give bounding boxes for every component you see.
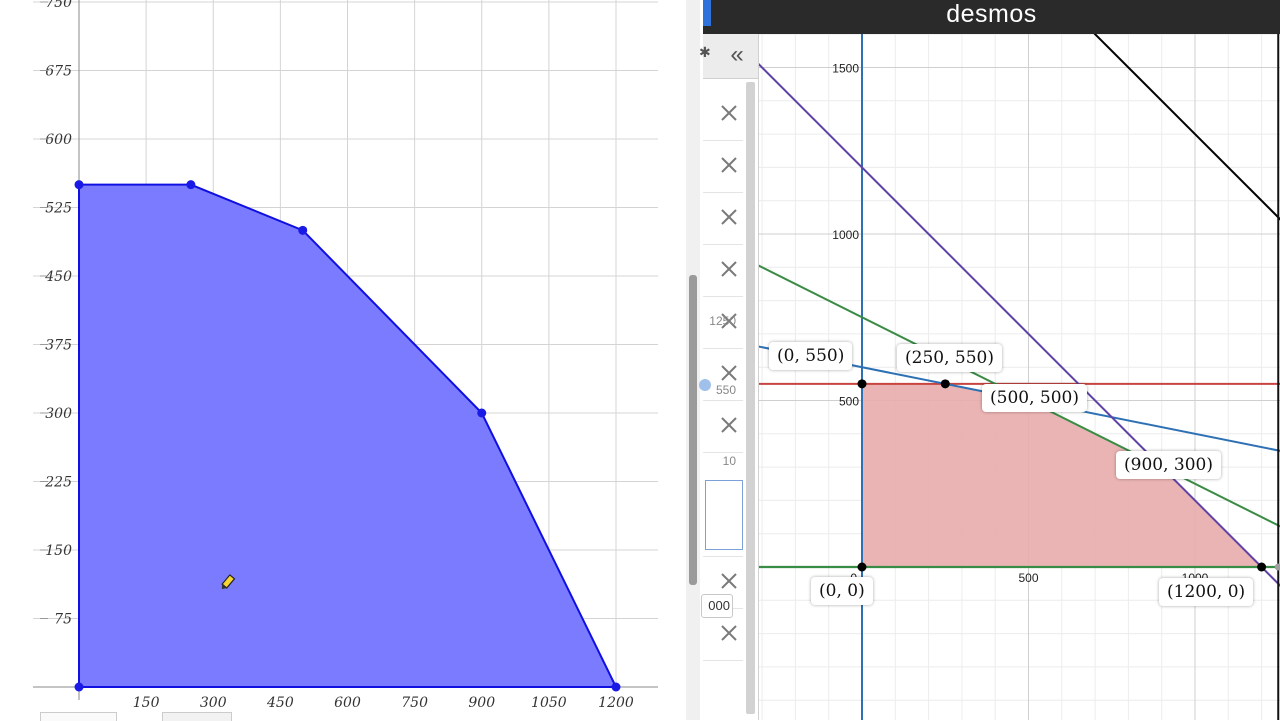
expression-row[interactable]	[703, 246, 743, 297]
major-grid	[759, 34, 1280, 720]
vertex-point	[940, 379, 950, 389]
expression-value: 10	[722, 454, 736, 468]
y-tick-label: 600	[45, 132, 72, 148]
graph-canvas[interactable]: 5001000150005001000 (0, 550)(250, 550)(5…	[759, 34, 1280, 720]
delete-expression-icon[interactable]	[718, 570, 740, 592]
desmos-window: desmos ✱ « 12505501010 000 5001000150005…	[699, 0, 1280, 720]
point-label[interactable]: (250, 550)	[897, 344, 1002, 372]
y-tick-label: 225	[44, 475, 72, 491]
y-tick-label: 675	[45, 64, 72, 80]
expression-row[interactable]	[703, 350, 743, 401]
left-plot-window: 75 150 225 300 375 450 525 600 675 750 150 300 450 60…	[33, 0, 700, 721]
expression-row[interactable]	[703, 194, 743, 245]
y-tick-label: 525	[45, 201, 72, 217]
desmos-logo: desmos	[946, 0, 1037, 28]
delete-expression-icon[interactable]	[718, 206, 740, 228]
constraint-line-purple	[759, 62, 1280, 587]
feasible-region-chart: 75 150 225 300 375 450 525 600 675 750 150 300 450 60…	[33, 0, 658, 711]
bottom-tab[interactable]	[40, 712, 117, 721]
y-axis-tick-label: 1000	[832, 228, 859, 242]
expression-value: 1250	[709, 314, 736, 328]
x-tick-label: 600	[334, 695, 361, 711]
vertex-point	[1257, 562, 1267, 572]
expression-toolbar: ✱ «	[699, 34, 758, 79]
collapse-panel-icon[interactable]: «	[730, 41, 744, 68]
feasible-region	[862, 383, 1262, 567]
delete-expression-icon[interactable]	[718, 102, 740, 124]
pencil-cursor-icon	[221, 574, 236, 590]
point-label[interactable]: (900, 300)	[1116, 451, 1221, 479]
y-tick-label: 375	[45, 338, 72, 354]
gear-icon[interactable]: ✱	[699, 44, 711, 60]
vertex-point	[477, 408, 487, 418]
expression-value: 550	[715, 383, 736, 397]
expression-list: ✱ « 12505501010 000	[699, 34, 759, 720]
expression-row[interactable]	[703, 90, 743, 141]
scrollbar-thumb[interactable]	[689, 275, 697, 585]
y-tick-label: 300	[45, 406, 72, 422]
vertex-point	[74, 180, 84, 190]
x-tick-label: 1200	[598, 695, 634, 711]
vertex-point	[857, 562, 867, 572]
selected-expression[interactable]	[705, 480, 743, 550]
point-label[interactable]: (500, 500)	[982, 384, 1087, 412]
x-tick-label: 900	[468, 695, 495, 711]
point-label[interactable]: (0, 0)	[811, 577, 873, 605]
vertex-point	[186, 180, 196, 190]
y-tick-label: 750	[45, 0, 72, 11]
y-tick-label: 150	[45, 543, 72, 559]
y-tick-label: 450	[44, 269, 72, 285]
constraint-line-green	[759, 264, 1280, 528]
header-menu-button[interactable]	[703, 0, 711, 26]
left-scrollbar[interactable]	[686, 0, 700, 720]
delete-expression-icon[interactable]	[718, 154, 740, 176]
delete-expression-icon[interactable]	[718, 362, 740, 384]
delete-expression-icon[interactable]	[718, 414, 740, 436]
bottom-tab[interactable]	[162, 712, 232, 721]
delete-expression-icon[interactable]	[718, 310, 740, 332]
point-label[interactable]: (1200, 0)	[1159, 578, 1254, 606]
vertex-point	[298, 225, 308, 235]
delete-expression-icon[interactable]	[718, 622, 740, 644]
expression-row[interactable]	[703, 298, 743, 349]
expression-row[interactable]	[703, 610, 743, 661]
x-tick-label: 450	[266, 695, 294, 711]
slider-handle[interactable]	[699, 379, 711, 391]
point-label[interactable]: (0, 550)	[769, 342, 853, 370]
expression-input[interactable]: 000	[701, 594, 733, 618]
vertex-point	[74, 682, 84, 692]
vertex-point	[611, 682, 621, 692]
minor-grid	[759, 34, 1280, 720]
x-tick-label: 1050	[531, 695, 567, 711]
desmos-header: desmos	[703, 0, 1280, 34]
vertex-point	[857, 379, 867, 389]
expression-scrollbar[interactable]	[746, 82, 755, 714]
expression-row[interactable]	[703, 142, 743, 193]
y-axis-tick-label: 500	[839, 395, 859, 409]
delete-expression-icon[interactable]	[718, 258, 740, 280]
x-tick-label: 300	[200, 695, 227, 711]
x-tick-label: 150	[133, 695, 160, 711]
x-axis-tick-label: 500	[1018, 571, 1038, 585]
vertex-point	[1274, 563, 1280, 571]
desmos-graph[interactable]: 5001000150005001000	[759, 34, 1280, 720]
y-axis-tick-label: 1500	[832, 62, 859, 76]
bottom-tabs	[40, 712, 240, 721]
expression-row[interactable]	[703, 402, 743, 453]
y-tick-label: 75	[54, 612, 72, 628]
x-tick-label: 750	[401, 695, 428, 711]
